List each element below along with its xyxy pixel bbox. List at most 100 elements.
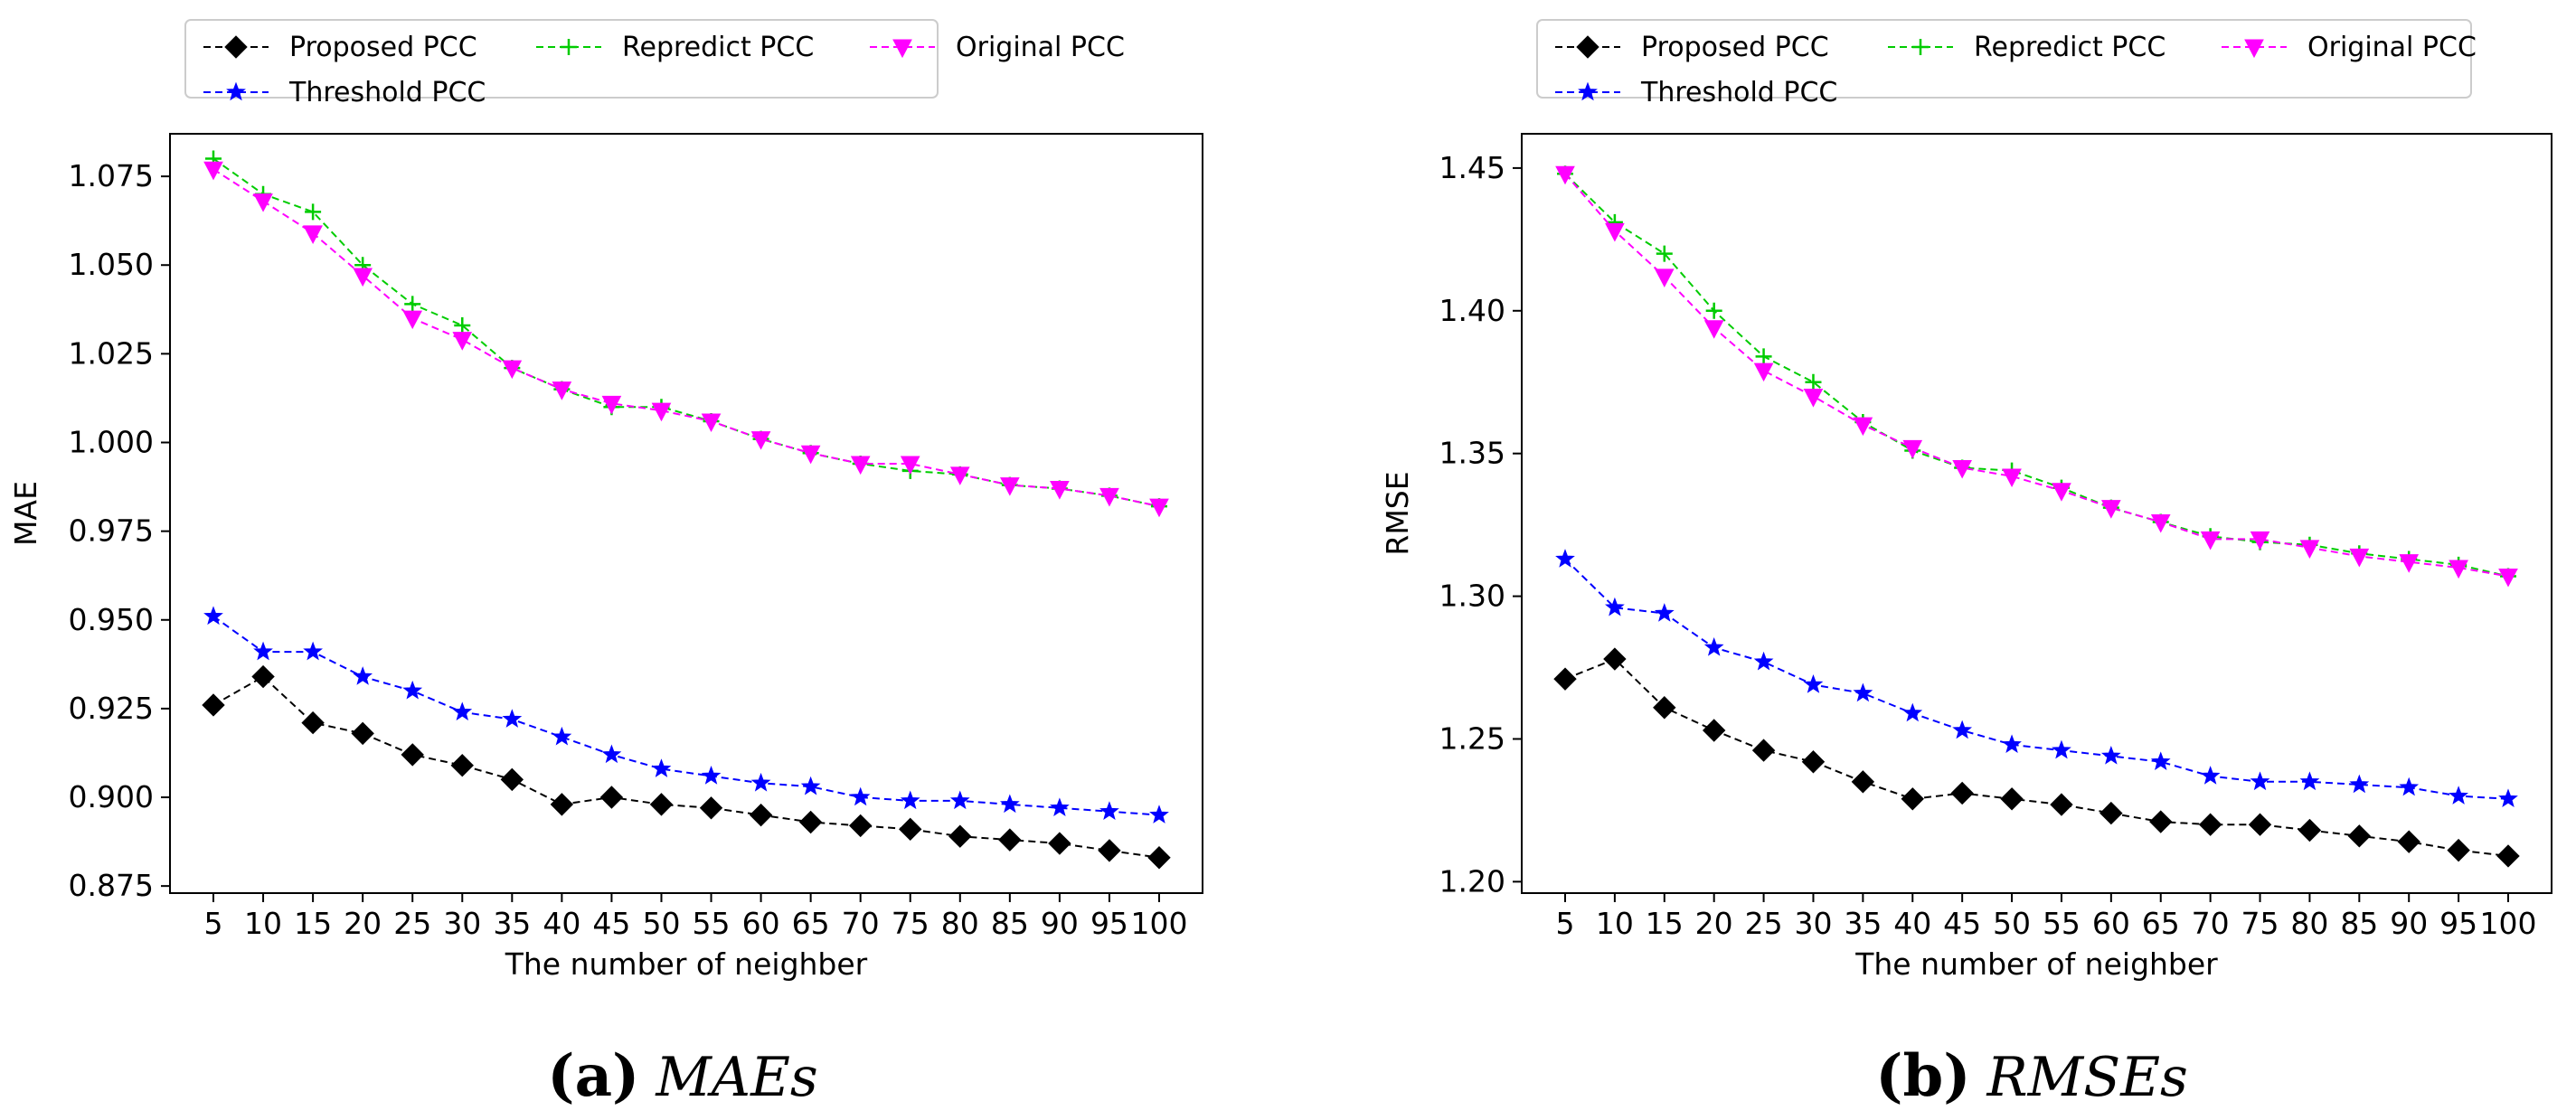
data-point	[2299, 540, 2320, 559]
data-point	[500, 767, 524, 792]
data-point	[2052, 739, 2071, 759]
data-point	[1952, 720, 1973, 739]
legend-label: Threshold PCC	[1640, 77, 1837, 108]
data-point	[2498, 788, 2518, 808]
data-point	[1753, 362, 1774, 382]
data-point	[404, 296, 421, 313]
data-point	[800, 776, 821, 795]
data-point	[1902, 439, 1923, 459]
rmse-x-tick-label: 75	[2241, 906, 2279, 941]
data-point	[2399, 554, 2420, 573]
data-point	[999, 794, 1020, 814]
rmse-x-tick-label: 80	[2290, 906, 2328, 941]
rmse-x-tick-label: 10	[1596, 906, 1634, 941]
caption-text: MAEs	[655, 1046, 817, 1109]
mae-plot-frame	[169, 133, 1203, 894]
data-point	[1603, 647, 1627, 671]
data-point	[1801, 750, 1826, 774]
data-point	[2399, 776, 2420, 796]
data-point	[1952, 459, 1972, 479]
rmse-series-original-pcc	[1555, 165, 2518, 588]
data-point	[2052, 483, 2071, 502]
mae-caption: (a) MAEs	[547, 1042, 817, 1110]
rmse-x-tick-label: 70	[2192, 906, 2230, 941]
data-point	[699, 796, 723, 820]
mae-x-tick-label: 55	[693, 906, 731, 941]
rmse-chart-panel: 1.20 1.25 1.30 1.35 1.40 1.45 5 10 15 20 25 30 35 40 4…	[1380, 19, 2552, 1110]
legend-swatch-marker	[2244, 39, 2264, 59]
data-point	[1654, 268, 1675, 287]
data-point	[1654, 603, 1675, 622]
data-point	[452, 332, 473, 351]
data-point	[2150, 513, 2171, 533]
data-point	[2250, 531, 2270, 551]
data-point	[2248, 813, 2272, 836]
mae-series-original-pcc	[203, 161, 1169, 518]
mae-chart-panel: 0.875 0.900 0.925 0.950 0.975 1.000 1.025 1.050…	[8, 19, 1203, 1110]
mae-x-tick-label: 100	[1131, 906, 1188, 941]
data-point	[2000, 787, 2024, 811]
series-line	[212, 615, 1160, 816]
data-point	[800, 445, 821, 465]
data-point	[353, 666, 373, 685]
legend-label: Repredict PCC	[1974, 32, 2166, 63]
data-point	[2347, 824, 2372, 848]
data-point	[2299, 771, 2320, 791]
legend-box	[1536, 19, 2472, 99]
data-point	[2200, 531, 2221, 551]
data-point	[2447, 838, 2470, 862]
mae-x-tick-label: 15	[294, 906, 332, 941]
rmse-legend: Proposed PCC Repredict PCC Original PCC Thr…	[1536, 19, 2477, 108]
rmse-x-tick-label: 15	[1646, 906, 1684, 941]
mae-x-tick-label: 65	[792, 906, 830, 941]
data-point	[1853, 682, 1873, 702]
rmse-y-axis-title: RMSE	[1380, 471, 1415, 555]
data-point	[948, 824, 972, 848]
mae-y-tick-label: 0.975	[69, 513, 154, 549]
mae-y-tick-label: 0.950	[69, 602, 154, 637]
data-point	[2349, 548, 2370, 568]
mae-x-tick-label: 70	[842, 906, 880, 941]
mae-x-tick-label: 25	[393, 906, 431, 941]
rmse-x-tick-label: 55	[2043, 906, 2081, 941]
mae-y-tick-label: 0.900	[69, 779, 154, 814]
mae-x-axis-title: The number of neighber	[505, 946, 868, 982]
legend-item: Proposed PCC	[203, 32, 477, 63]
data-point	[2150, 751, 2171, 770]
series-line	[212, 675, 1160, 859]
data-point	[949, 466, 970, 485]
rmse-x-tick-label: 45	[1943, 906, 1981, 941]
mae-x-tick-label: 85	[991, 906, 1029, 941]
legend-label: Threshold PCC	[288, 77, 486, 108]
data-point	[899, 817, 922, 842]
data-point	[2349, 774, 2370, 794]
data-point	[402, 310, 423, 330]
mae-x-tick-label: 80	[941, 906, 979, 941]
data-point	[750, 772, 771, 792]
mae-y-tick-label: 0.875	[69, 868, 154, 903]
data-point	[305, 203, 322, 221]
mae-x-tick-label: 90	[1041, 906, 1079, 941]
data-point	[1803, 389, 1824, 408]
data-point	[1656, 245, 1673, 262]
data-point	[303, 641, 323, 661]
data-point	[401, 743, 424, 767]
data-point	[353, 268, 373, 287]
series-line	[1564, 657, 2509, 857]
data-point	[1099, 487, 1119, 507]
mae-x-tick-label: 5	[204, 906, 223, 941]
data-point	[1605, 597, 1625, 616]
data-point	[502, 360, 523, 380]
data-point	[2449, 786, 2468, 805]
data-point	[651, 402, 672, 422]
legend-label: Repredict PCC	[622, 32, 814, 63]
legend-label: Original PCC	[2307, 32, 2477, 63]
legend-swatch-marker	[1578, 81, 1598, 101]
data-point	[701, 413, 722, 433]
data-point	[2099, 801, 2123, 825]
data-point	[552, 726, 572, 746]
data-point	[1702, 719, 1726, 742]
data-point	[1050, 481, 1070, 500]
rmse-x-axis-title: The number of neighber	[1854, 946, 2218, 982]
mae-series-threshold-pcc	[203, 606, 1169, 824]
